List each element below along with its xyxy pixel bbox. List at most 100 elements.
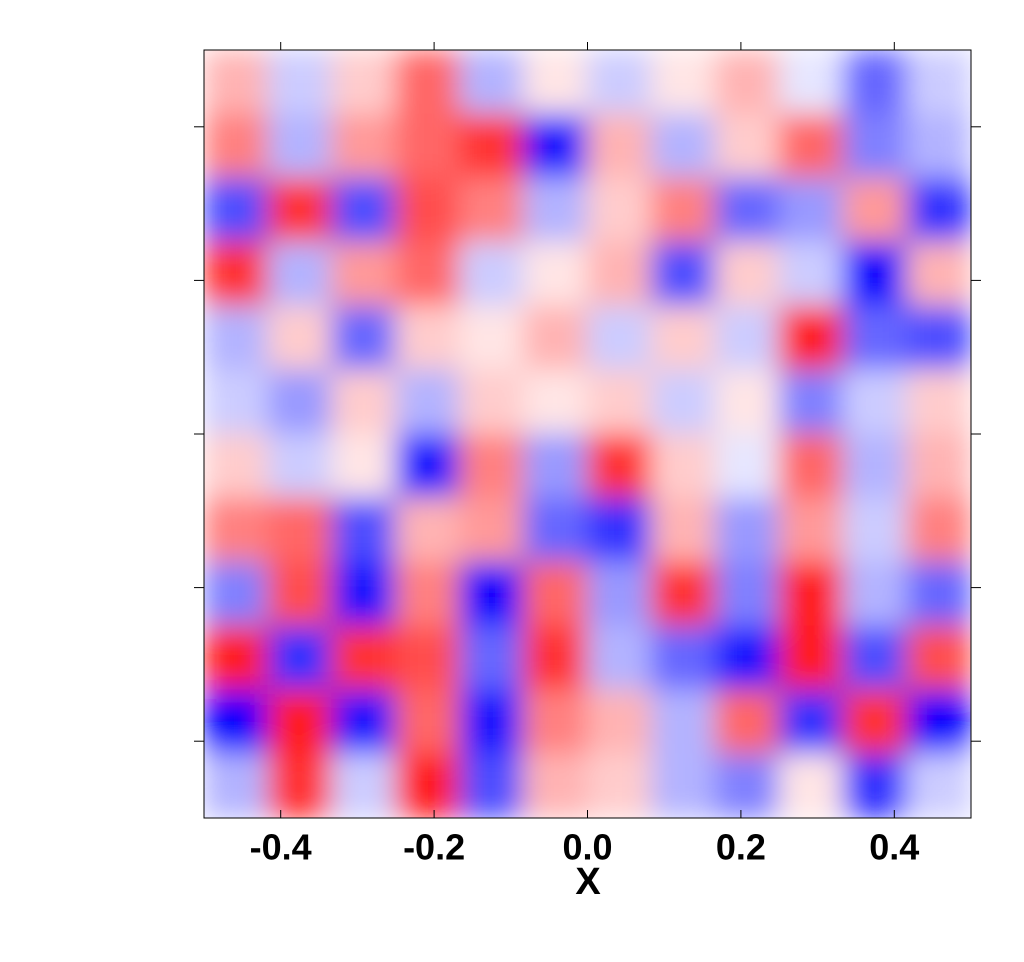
heat-cell: [842, 241, 908, 307]
heat-cell: [459, 369, 525, 435]
heat-cell: [778, 689, 844, 755]
heat-cell: [331, 113, 397, 179]
heat-cell: [395, 625, 461, 691]
heat-cell: [714, 113, 780, 179]
heat-cell: [906, 433, 971, 499]
heat-cell: [523, 753, 588, 818]
heat-cell: [395, 689, 461, 755]
heat-cell: [204, 369, 269, 435]
heat-cell: [459, 113, 525, 179]
heat-cell: [267, 433, 333, 499]
heat-cell: [523, 50, 588, 115]
heat-cell: [906, 753, 971, 818]
heat-cell: [204, 689, 269, 755]
heat-cell: [587, 241, 652, 307]
heat-cell: [459, 689, 525, 755]
heat-cell: [331, 497, 397, 563]
heat-cell: [587, 689, 652, 755]
heat-cell: [650, 177, 716, 243]
heat-cell: [331, 689, 397, 755]
heat-cell: [778, 433, 844, 499]
heat-cell: [331, 177, 397, 243]
heat-cell: [714, 689, 780, 755]
heat-cell: [523, 305, 588, 371]
heat-cell: [650, 497, 716, 563]
heat-cell: [204, 561, 269, 627]
heat-cell: [267, 689, 333, 755]
heat-cell: [204, 113, 269, 179]
heat-cell: [204, 177, 269, 243]
heat-cell: [842, 689, 908, 755]
heat-cell: [714, 369, 780, 435]
heat-cell: [204, 753, 269, 818]
heat-cell: [459, 625, 525, 691]
heat-cell: [587, 433, 652, 499]
heatmap: [204, 50, 971, 818]
heat-cell: [459, 241, 525, 307]
heat-cell: [331, 753, 397, 818]
heat-cell: [395, 241, 461, 307]
heat-cell: [906, 113, 971, 179]
heat-cell: [906, 689, 971, 755]
heat-cell: [331, 625, 397, 691]
heat-cell: [906, 497, 971, 563]
x-axis-label: X: [575, 861, 601, 903]
heat-cell: [523, 497, 588, 563]
heat-cell: [587, 497, 652, 563]
heat-cell: [650, 241, 716, 307]
heat-cell: [906, 625, 971, 691]
heat-cell: [395, 753, 461, 818]
heat-cell: [459, 497, 525, 563]
heat-cell: [523, 369, 588, 435]
heat-cell: [523, 689, 588, 755]
heat-cell: [204, 50, 269, 115]
heat-cell: [778, 753, 844, 818]
heat-cell: [331, 50, 397, 115]
heat-cell: [523, 113, 588, 179]
heat-cell: [842, 625, 908, 691]
plot-area: [204, 50, 971, 818]
heat-cell: [267, 561, 333, 627]
heat-cell: [906, 369, 971, 435]
heat-cell: [650, 625, 716, 691]
heat-cell: [395, 113, 461, 179]
heat-cell: [523, 625, 588, 691]
heat-cell: [204, 305, 269, 371]
heat-cell: [204, 497, 269, 563]
heat-cell: [204, 241, 269, 307]
heat-cell: [331, 241, 397, 307]
heat-cell: [714, 305, 780, 371]
heat-cell: [459, 561, 525, 627]
heat-cell: [714, 433, 780, 499]
heat-cell: [395, 50, 461, 115]
heat-cell: [395, 305, 461, 371]
heat-cell: [267, 177, 333, 243]
x-tick-label: 0.0: [562, 827, 612, 868]
heat-cell: [650, 689, 716, 755]
heat-cell: [587, 50, 652, 115]
heat-cell: [267, 241, 333, 307]
heat-cell: [778, 497, 844, 563]
heat-cell: [842, 753, 908, 818]
heat-cell: [650, 305, 716, 371]
heat-cell: [906, 241, 971, 307]
heat-cell: [778, 561, 844, 627]
heat-cell: [778, 369, 844, 435]
heat-cell: [395, 433, 461, 499]
heat-cell: [842, 177, 908, 243]
heat-cell: [459, 433, 525, 499]
heat-cell: [778, 625, 844, 691]
heat-cell: [459, 753, 525, 818]
x-tick-label: -0.4: [250, 827, 312, 868]
heat-cell: [267, 305, 333, 371]
heat-cell: [714, 177, 780, 243]
heat-cell: [650, 433, 716, 499]
heat-cell: [204, 433, 269, 499]
heat-cell: [331, 561, 397, 627]
heat-cell: [778, 113, 844, 179]
heat-cell: [523, 177, 588, 243]
heat-cell: [714, 50, 780, 115]
heat-cell: [778, 305, 844, 371]
heat-cell: [267, 625, 333, 691]
heat-cell: [842, 561, 908, 627]
